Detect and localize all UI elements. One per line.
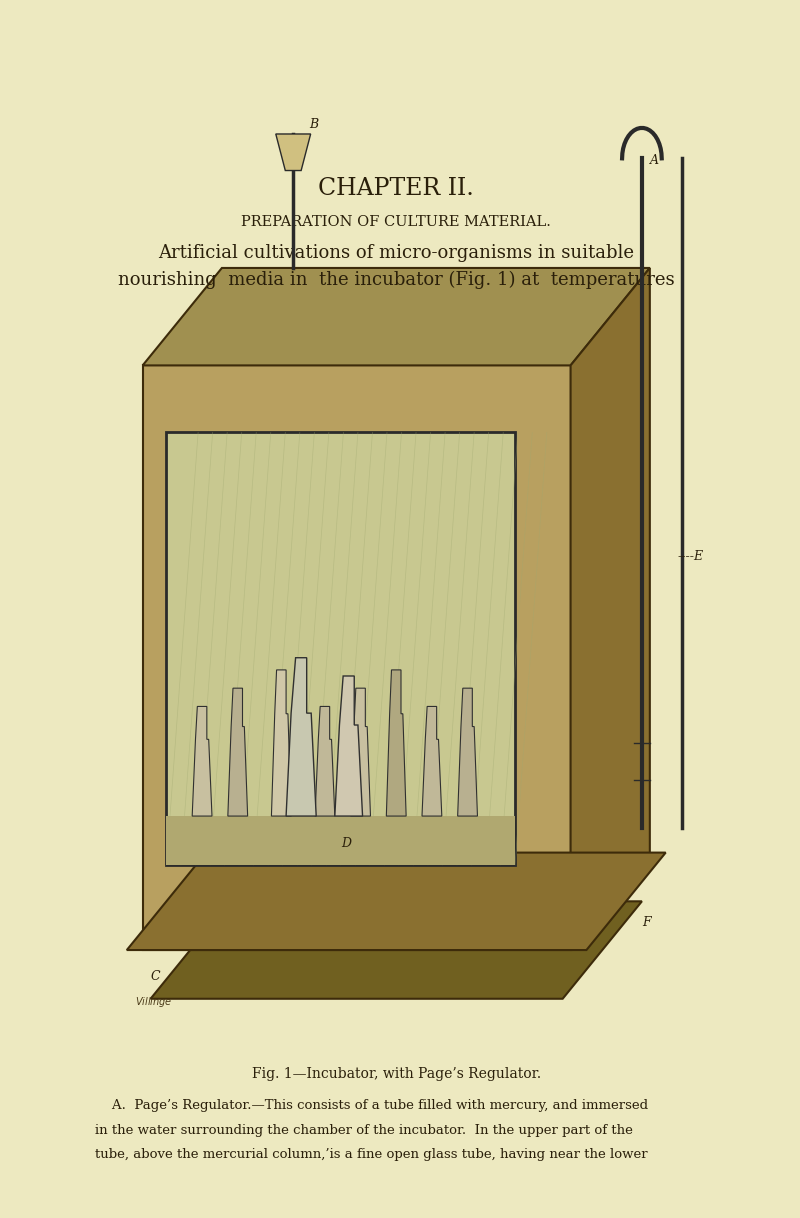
Text: D: D <box>341 837 350 849</box>
Bar <box>166 816 515 865</box>
Polygon shape <box>570 268 650 950</box>
Text: C: C <box>150 971 160 983</box>
Text: PREPARATION OF CULTURE MATERIAL.: PREPARATION OF CULTURE MATERIAL. <box>242 214 551 229</box>
Polygon shape <box>350 688 370 816</box>
Text: A: A <box>650 155 659 167</box>
Polygon shape <box>315 706 335 816</box>
Polygon shape <box>422 706 442 816</box>
Polygon shape <box>142 268 650 365</box>
Polygon shape <box>150 901 642 999</box>
Polygon shape <box>386 670 406 816</box>
Polygon shape <box>335 676 362 816</box>
Text: F: F <box>642 916 650 928</box>
Text: CHAPTER II.: CHAPTER II. <box>318 178 474 200</box>
Text: ----E: ----E <box>678 551 704 563</box>
Polygon shape <box>286 658 316 816</box>
Text: $\mathit{Villinge}$: $\mathit{Villinge}$ <box>134 995 172 1009</box>
Text: Fig. 1—Incubator, with Page’s Regulator.: Fig. 1—Incubator, with Page’s Regulator. <box>252 1067 541 1082</box>
Text: A.  Page’s Regulator.—This consists of a tube filled with mercury, and immersed: A. Page’s Regulator.—This consists of a … <box>95 1100 648 1112</box>
Text: B: B <box>309 118 318 130</box>
Bar <box>166 432 515 865</box>
Polygon shape <box>142 365 570 950</box>
Polygon shape <box>126 853 666 950</box>
Text: tube, above the mercurial column,’is a fine open glass tube, having near the low: tube, above the mercurial column,’is a f… <box>95 1149 648 1161</box>
Polygon shape <box>192 706 212 816</box>
Polygon shape <box>276 134 310 171</box>
Text: in the water surrounding the chamber of the incubator.  In the upper part of the: in the water surrounding the chamber of … <box>95 1124 633 1136</box>
Text: nourishing  media in  the incubator (Fig. 1) at  temperatures: nourishing media in the incubator (Fig. … <box>118 272 674 289</box>
Text: Artificial cultivations of micro-organisms in suitable: Artificial cultivations of micro-organis… <box>158 245 634 262</box>
Polygon shape <box>228 688 248 816</box>
Polygon shape <box>271 670 291 816</box>
Polygon shape <box>458 688 478 816</box>
